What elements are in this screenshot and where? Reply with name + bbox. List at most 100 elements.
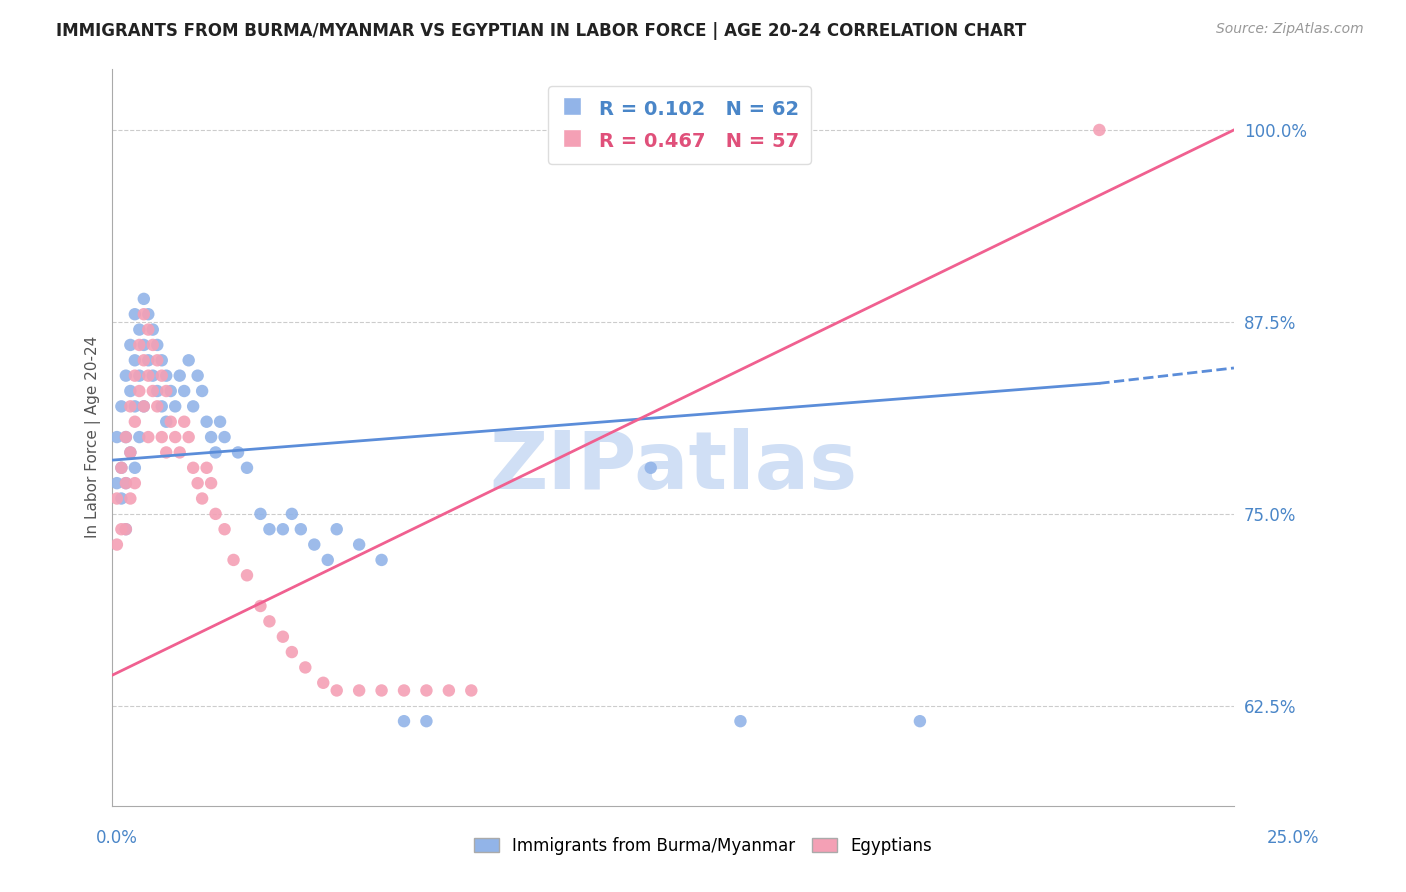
Point	[105, 476, 128, 491]
Point	[155, 384, 177, 398]
Point	[204, 507, 226, 521]
Point	[120, 384, 142, 398]
Point	[120, 400, 142, 414]
Point	[209, 415, 232, 429]
Point	[124, 460, 146, 475]
Point	[169, 368, 191, 383]
Point	[169, 445, 191, 459]
Point	[136, 307, 159, 321]
Point	[177, 430, 200, 444]
Point	[165, 430, 187, 444]
Point	[110, 400, 132, 414]
Point	[150, 353, 173, 368]
Point	[115, 522, 138, 536]
Point	[290, 522, 312, 536]
Point	[187, 476, 209, 491]
Point	[370, 683, 392, 698]
Point	[415, 683, 437, 698]
Point	[177, 353, 200, 368]
Point	[294, 660, 316, 674]
Point	[204, 445, 226, 459]
Point	[146, 338, 169, 352]
Point	[304, 538, 326, 552]
Point	[115, 476, 138, 491]
Point	[142, 322, 165, 336]
Point	[159, 415, 181, 429]
Point	[146, 384, 169, 398]
Point	[249, 599, 271, 613]
Point	[110, 460, 132, 475]
Point	[115, 476, 138, 491]
Point	[173, 415, 195, 429]
Point	[120, 338, 142, 352]
Point	[347, 538, 370, 552]
Point	[110, 491, 132, 506]
Point	[120, 491, 142, 506]
Point	[128, 430, 150, 444]
Point	[259, 615, 281, 629]
Point	[115, 430, 138, 444]
Point	[150, 430, 173, 444]
Point	[181, 400, 204, 414]
Legend: R = 0.102   N = 62, R = 0.467   N = 57: R = 0.102 N = 62, R = 0.467 N = 57	[548, 86, 811, 163]
Point	[271, 522, 294, 536]
Text: 0.0%: 0.0%	[96, 829, 138, 847]
Text: IMMIGRANTS FROM BURMA/MYANMAR VS EGYPTIAN IN LABOR FORCE | AGE 20-24 CORRELATION: IMMIGRANTS FROM BURMA/MYANMAR VS EGYPTIA…	[56, 22, 1026, 40]
Point	[115, 430, 138, 444]
Point	[150, 368, 173, 383]
Point	[640, 460, 662, 475]
Point	[312, 675, 335, 690]
Point	[120, 445, 142, 459]
Point	[249, 507, 271, 521]
Point	[128, 384, 150, 398]
Point	[142, 384, 165, 398]
Point	[159, 384, 181, 398]
Point	[142, 338, 165, 352]
Point	[155, 415, 177, 429]
Point	[136, 430, 159, 444]
Point	[347, 683, 370, 698]
Point	[200, 430, 222, 444]
Point	[105, 538, 128, 552]
Point	[124, 368, 146, 383]
Point	[195, 415, 218, 429]
Point	[222, 553, 245, 567]
Point	[132, 292, 155, 306]
Point	[120, 445, 142, 459]
Point	[173, 384, 195, 398]
Point	[460, 683, 482, 698]
Point	[146, 400, 169, 414]
Point	[136, 322, 159, 336]
Point	[124, 476, 146, 491]
Point	[1088, 123, 1111, 137]
Y-axis label: In Labor Force | Age 20-24: In Labor Force | Age 20-24	[86, 336, 101, 538]
Point	[155, 445, 177, 459]
Point	[191, 384, 214, 398]
Point	[415, 714, 437, 728]
Point	[110, 522, 132, 536]
Point	[271, 630, 294, 644]
Point	[281, 645, 304, 659]
Point	[124, 400, 146, 414]
Point	[132, 307, 155, 321]
Point	[392, 683, 415, 698]
Point	[132, 338, 155, 352]
Point	[155, 368, 177, 383]
Point	[214, 430, 236, 444]
Point	[124, 353, 146, 368]
Point	[132, 353, 155, 368]
Point	[105, 430, 128, 444]
Point	[110, 460, 132, 475]
Point	[146, 353, 169, 368]
Point	[191, 491, 214, 506]
Point	[105, 491, 128, 506]
Point	[181, 460, 204, 475]
Point	[165, 400, 187, 414]
Point	[281, 507, 304, 521]
Point	[259, 522, 281, 536]
Text: ZIPatlas: ZIPatlas	[489, 427, 858, 506]
Point	[132, 400, 155, 414]
Point	[124, 307, 146, 321]
Point	[236, 460, 259, 475]
Point	[115, 522, 138, 536]
